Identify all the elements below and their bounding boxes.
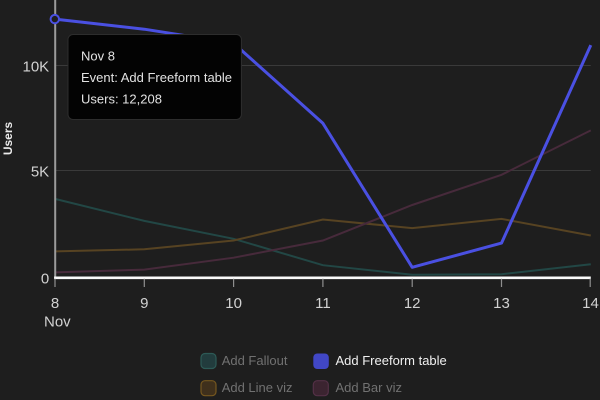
- svg-text:13: 13: [493, 295, 510, 312]
- svg-text:10K: 10K: [22, 58, 49, 75]
- svg-text:0: 0: [41, 270, 49, 287]
- svg-text:10: 10: [225, 295, 242, 312]
- svg-text:5K: 5K: [31, 163, 49, 180]
- svg-text:Users: 12,208: Users: 12,208: [81, 92, 162, 107]
- svg-text:Add Line viz: Add Line viz: [222, 380, 293, 395]
- svg-text:Add Freeform table: Add Freeform table: [336, 353, 447, 368]
- svg-text:Event: Add Freeform table: Event: Add Freeform table: [81, 70, 232, 85]
- svg-text:12: 12: [404, 295, 421, 312]
- svg-text:Add Bar viz: Add Bar viz: [336, 380, 402, 395]
- svg-text:11: 11: [315, 295, 331, 312]
- svg-text:Nov: Nov: [44, 314, 71, 331]
- svg-text:Users: Users: [1, 121, 15, 155]
- svg-text:9: 9: [140, 295, 148, 312]
- svg-text:Add Fallout: Add Fallout: [222, 353, 288, 368]
- svg-text:8: 8: [51, 295, 59, 312]
- svg-text:Nov 8: Nov 8: [81, 49, 115, 64]
- svg-text:14: 14: [582, 295, 599, 312]
